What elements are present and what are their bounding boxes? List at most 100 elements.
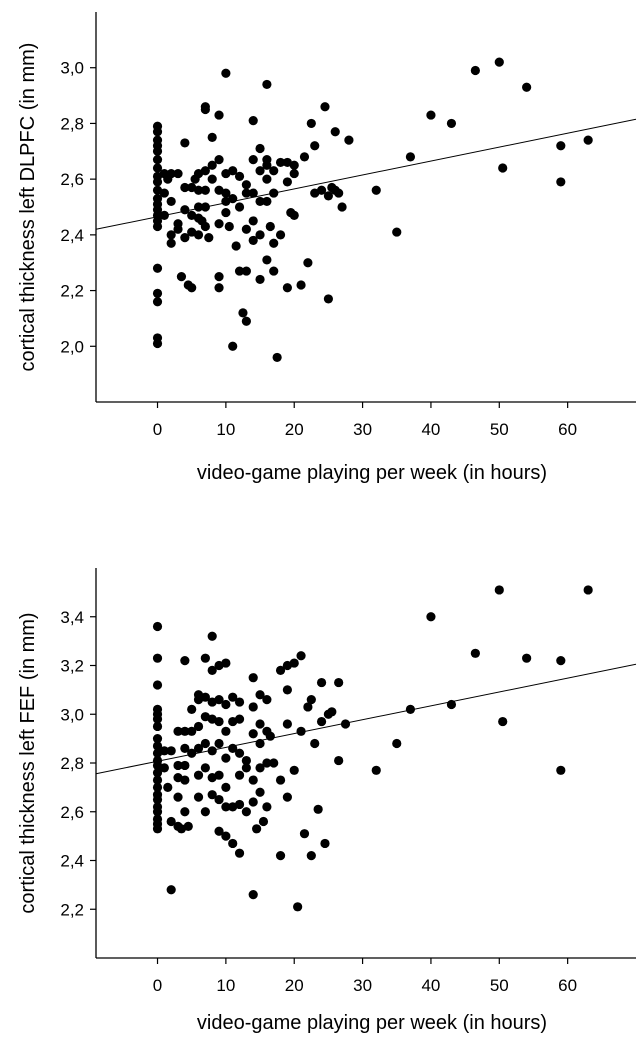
data-point bbox=[221, 831, 231, 841]
data-point bbox=[255, 787, 265, 797]
data-point bbox=[310, 738, 320, 749]
data-point bbox=[316, 185, 327, 195]
data-point bbox=[296, 726, 306, 736]
data-point bbox=[234, 697, 245, 707]
data-point bbox=[405, 704, 416, 714]
data-point bbox=[207, 631, 217, 641]
data-point bbox=[498, 716, 508, 727]
data-point bbox=[327, 707, 337, 717]
x-tick-label: 60 bbox=[558, 976, 577, 995]
data-point bbox=[152, 297, 163, 307]
data-point bbox=[272, 352, 282, 363]
y-tick-label: 2,2 bbox=[60, 900, 84, 919]
data-point bbox=[180, 138, 190, 148]
data-point bbox=[152, 221, 163, 232]
data-point bbox=[173, 224, 183, 234]
data-point bbox=[152, 768, 163, 778]
data-point bbox=[583, 135, 593, 145]
data-point bbox=[426, 612, 436, 622]
data-point bbox=[262, 758, 272, 768]
data-point bbox=[152, 721, 163, 732]
data-point bbox=[296, 280, 306, 290]
data-point bbox=[255, 738, 265, 749]
data-point bbox=[200, 653, 210, 663]
data-point bbox=[275, 157, 286, 168]
data-point bbox=[556, 656, 566, 666]
data-point bbox=[166, 168, 176, 179]
data-point bbox=[306, 695, 316, 705]
data-point bbox=[207, 746, 217, 756]
data-point bbox=[316, 677, 327, 688]
data-point bbox=[173, 792, 183, 802]
data-point bbox=[241, 755, 251, 766]
data-point bbox=[228, 692, 238, 702]
data-point bbox=[269, 758, 279, 768]
y-tick-label: 2,4 bbox=[60, 226, 84, 245]
data-point bbox=[494, 57, 504, 67]
data-point bbox=[282, 685, 292, 695]
y-tick-label: 2,2 bbox=[60, 282, 84, 301]
data-point bbox=[221, 207, 231, 218]
data-point bbox=[258, 816, 269, 827]
data-point bbox=[200, 166, 210, 176]
data-point bbox=[498, 163, 508, 173]
data-point bbox=[446, 699, 457, 710]
data-point bbox=[200, 221, 210, 232]
data-point bbox=[214, 155, 224, 165]
data-point bbox=[152, 653, 163, 663]
data-point bbox=[200, 807, 210, 817]
data-point bbox=[392, 227, 402, 237]
data-point bbox=[330, 127, 340, 137]
data-point bbox=[180, 205, 190, 215]
data-point bbox=[234, 714, 245, 724]
data-point bbox=[193, 230, 204, 240]
data-point bbox=[313, 804, 323, 814]
data-point bbox=[262, 174, 272, 184]
data-point bbox=[152, 680, 163, 690]
data-point bbox=[334, 677, 344, 688]
data-point bbox=[224, 221, 234, 232]
data-point bbox=[228, 838, 238, 849]
data-point bbox=[234, 202, 245, 212]
data-point bbox=[556, 765, 566, 775]
data-point bbox=[152, 775, 163, 785]
data-point bbox=[173, 168, 183, 179]
y-axis-label: cortical thickness left FEF (in mm) bbox=[17, 612, 39, 913]
data-point bbox=[241, 807, 251, 817]
data-point bbox=[221, 726, 231, 736]
data-point bbox=[200, 692, 210, 702]
data-point bbox=[152, 714, 163, 724]
data-point bbox=[310, 141, 320, 151]
data-point bbox=[241, 180, 251, 190]
data-point bbox=[241, 316, 251, 326]
data-point bbox=[405, 152, 416, 162]
data-point bbox=[214, 738, 224, 749]
data-point bbox=[152, 155, 163, 165]
data-point bbox=[152, 263, 163, 273]
data-point bbox=[152, 288, 163, 298]
data-point bbox=[193, 743, 204, 753]
data-point bbox=[337, 202, 347, 212]
data-point bbox=[152, 177, 163, 187]
data-point bbox=[166, 230, 176, 240]
data-point bbox=[180, 233, 190, 243]
data-point bbox=[255, 274, 265, 285]
data-point bbox=[228, 743, 238, 753]
data-point bbox=[166, 238, 176, 248]
data-point bbox=[262, 695, 272, 705]
y-tick-label: 3,0 bbox=[60, 59, 84, 78]
data-point bbox=[214, 272, 224, 282]
data-point bbox=[269, 266, 279, 276]
data-point bbox=[180, 807, 190, 817]
data-point bbox=[248, 235, 258, 246]
data-point bbox=[166, 816, 176, 827]
x-tick-label: 60 bbox=[558, 420, 577, 439]
data-point bbox=[207, 132, 217, 142]
data-point bbox=[248, 116, 258, 126]
data-point bbox=[371, 765, 381, 775]
data-point bbox=[193, 770, 204, 780]
data-point bbox=[320, 838, 330, 849]
chart-dlpfc: 2,0 2,2 2,4 2,6 2,8 3,0 0 10 20 30 40 50 60 video-gam… bbox=[0, 0, 640, 495]
data-point bbox=[299, 829, 310, 839]
data-point bbox=[180, 760, 190, 771]
